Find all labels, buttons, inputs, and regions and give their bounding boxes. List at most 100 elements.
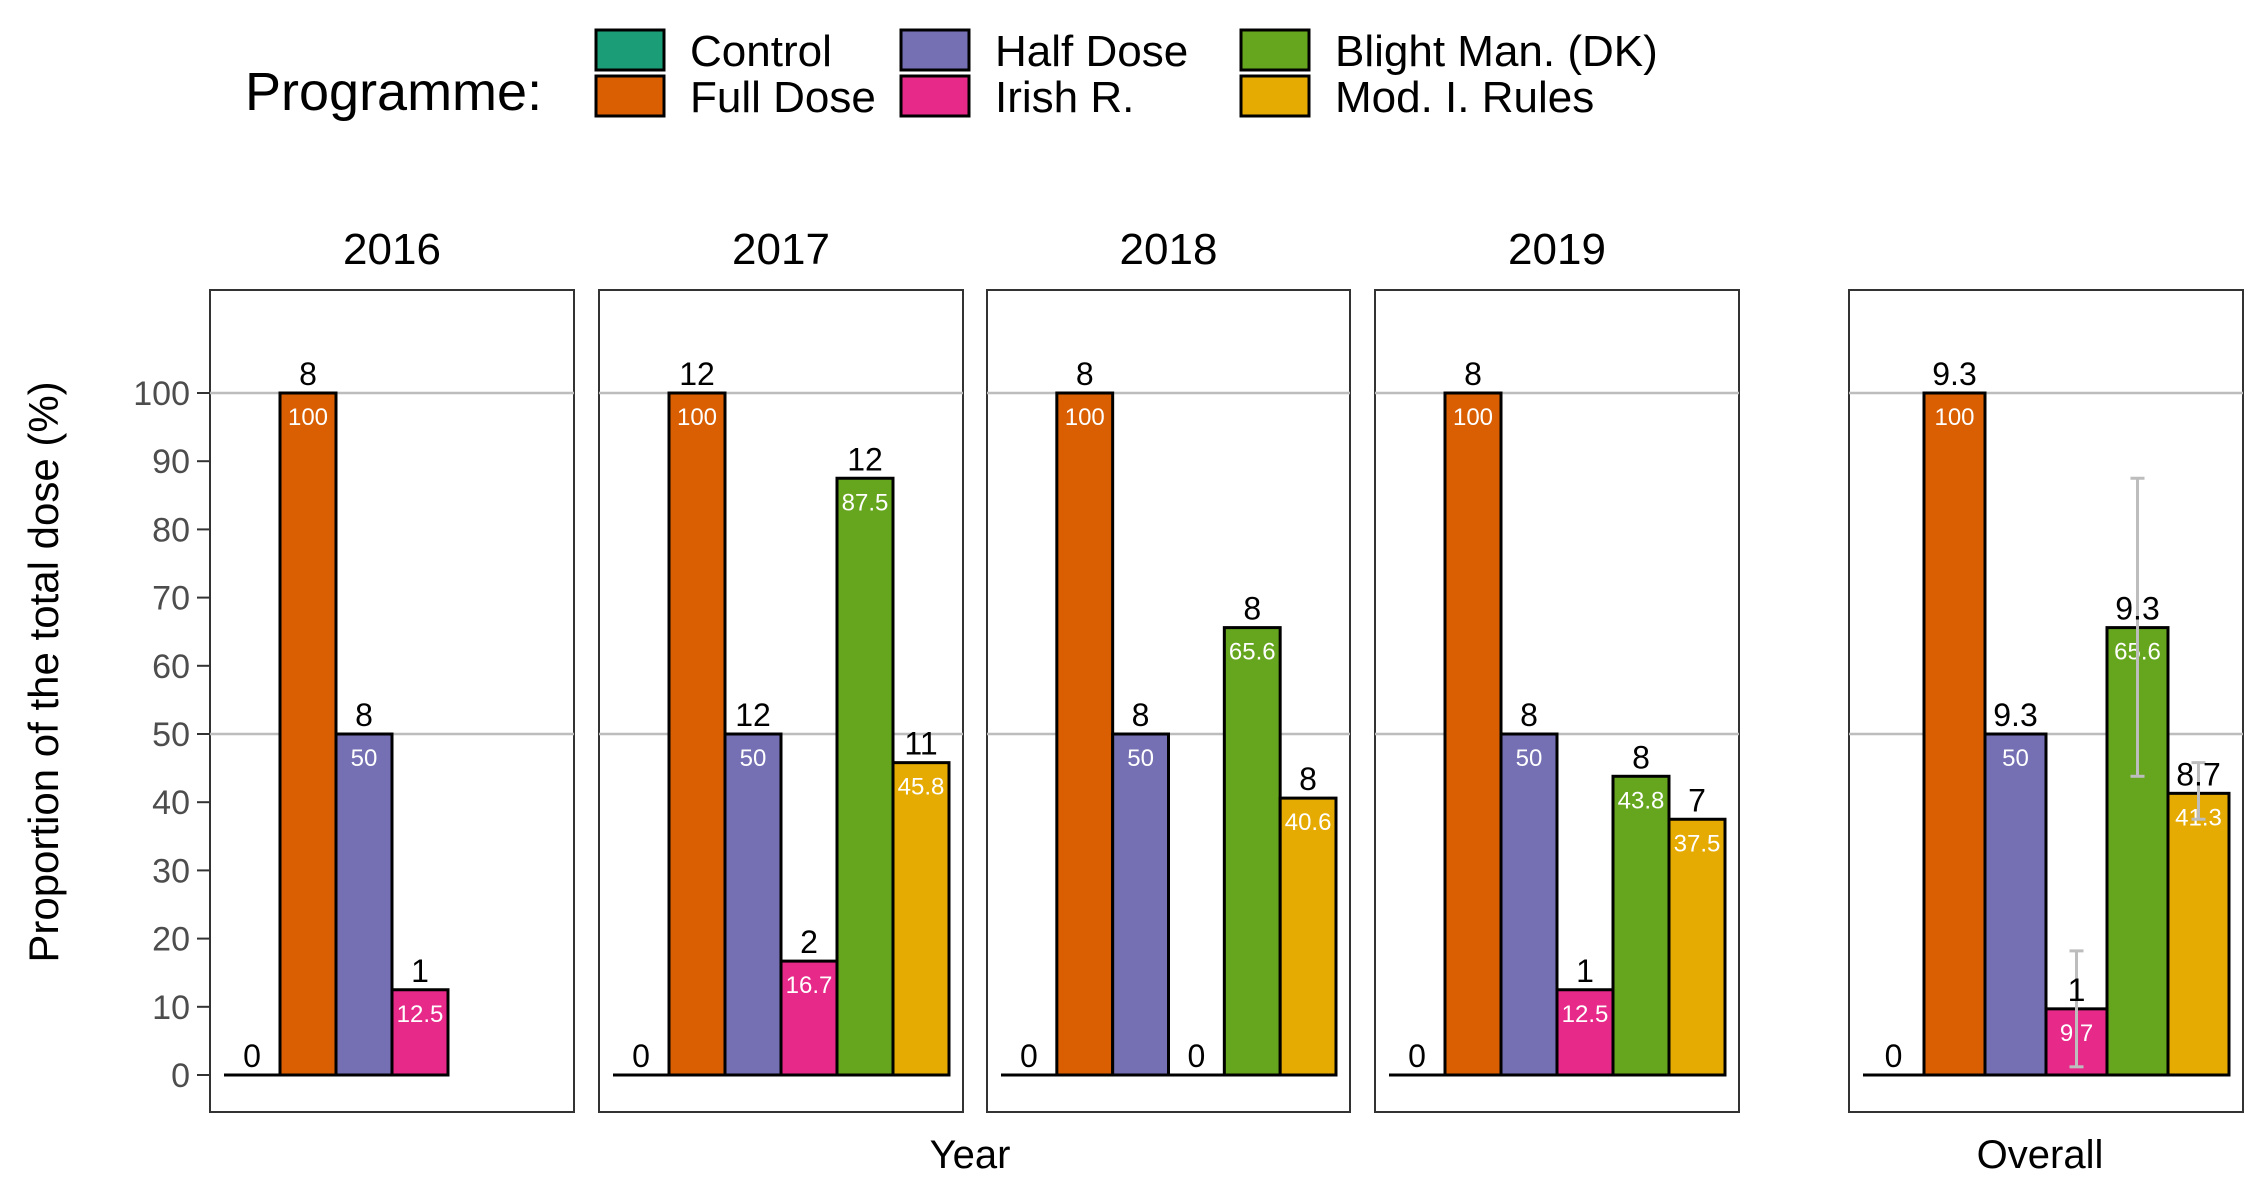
bar-value-label: 12.5	[397, 1001, 444, 1028]
x-axis-title-year: Year	[930, 1133, 1011, 1177]
bar-value-label: 87.5	[842, 489, 889, 516]
bar-half-dose	[1499, 732, 1559, 1077]
bar-value-label: 50	[2002, 745, 2029, 772]
bar-value-label: 100	[1453, 404, 1493, 431]
bar-value-label: 40.6	[1285, 809, 1332, 836]
panel-2019: 2019 0 100 8 50 8 12.5 1 43.8 8 37.5 7	[1374, 225, 1740, 1113]
bar-value-label: 16.7	[786, 972, 833, 999]
bar-count-label: 8.7	[2176, 756, 2220, 792]
bar-count-label: 8	[1520, 697, 1538, 733]
panel-title: 2018	[1120, 225, 1218, 274]
panel-2016: 2016 0 100 8 50 8 12.5 1	[209, 225, 575, 1113]
bar-half-dose	[723, 732, 783, 1077]
bar-full-dose	[1055, 391, 1115, 1077]
bar-full-dose	[667, 391, 727, 1077]
chart-panels: 20160100850812.512017010012501216.7287.5…	[209, 225, 2244, 1113]
bar-count-label: 8	[1243, 591, 1261, 627]
bar-value-label: 65.6	[1229, 639, 1276, 666]
bar-mod-i-rules	[1667, 817, 1727, 1077]
y-axis-title: Proportion of the total dose (%)	[20, 381, 67, 962]
bar-count-label: 9.3	[2115, 591, 2159, 627]
panel-title: 2019	[1508, 225, 1606, 274]
bar-value-label: 37.5	[1674, 830, 1721, 857]
bar-count-label: 0	[1020, 1038, 1038, 1074]
panel-title: 2017	[732, 225, 830, 274]
bar-count-label: 8	[1132, 697, 1150, 733]
bar-count-label: 11	[904, 726, 937, 762]
y-tick-label: 100	[133, 375, 190, 413]
bar-value-label: 43.8	[1618, 787, 1665, 814]
bar-count-label: 0	[632, 1038, 650, 1074]
legend-swatch-control	[594, 28, 666, 72]
legend-swatch-half-dose	[899, 28, 971, 72]
bar-count-label: 0	[1408, 1038, 1426, 1074]
bar-full-dose	[1922, 391, 1987, 1077]
bar-count-label: 8	[355, 697, 373, 733]
bar-count-label: 2	[800, 924, 818, 960]
y-tick-label: 50	[152, 716, 190, 754]
bar-full-dose	[1443, 391, 1503, 1077]
bar-value-label: 50	[351, 745, 378, 772]
legend-label-full-dose: Full Dose	[690, 73, 876, 122]
bar-count-label: 8	[1076, 356, 1094, 392]
bar-count-label: 1	[2068, 972, 2086, 1008]
bar-half-dose	[1983, 732, 2048, 1077]
bar-count-label: 7	[1688, 782, 1706, 818]
legend-label-control: Control	[690, 27, 832, 76]
bar-value-label: 45.8	[898, 774, 945, 801]
bar-count-label: 8	[1299, 761, 1317, 797]
bar-value-label: 50	[1516, 745, 1543, 772]
bar-count-label: 9.3	[1932, 356, 1976, 392]
legend-swatch-mod-i-rules	[1239, 74, 1311, 118]
legend-label-mod-i-rules: Mod. I. Rules	[1335, 73, 1594, 122]
x-axis-title-overall: Overall	[1977, 1133, 2104, 1177]
bar-full-dose	[278, 391, 338, 1077]
y-axis-ticks: 0 10 20 30 40 50 60 70 80 90 100	[133, 375, 210, 1095]
y-tick-label: 70	[152, 580, 190, 618]
y-tick-label: 0	[171, 1057, 190, 1095]
bar-value-label: 12.5	[1562, 1001, 1609, 1028]
bar-blight-man-dk	[1222, 626, 1282, 1077]
panel-2017: 2017 0 100 12 50 12 16.7 2 87.5 12 45.8 11	[598, 225, 964, 1113]
legend-title: Programme:	[245, 62, 542, 122]
legend-swatch-full-dose	[594, 74, 666, 118]
bar-value-label: 100	[288, 404, 328, 431]
bar-count-label: 12	[847, 441, 883, 477]
bar-half-dose	[1111, 732, 1170, 1077]
legend-label-half-dose: Half Dose	[995, 27, 1188, 76]
bar-blight-man-dk	[1611, 774, 1671, 1077]
bar-value-label: 50	[1127, 745, 1154, 772]
panel-title: 2016	[343, 225, 441, 274]
bar-mod-i-rules	[891, 761, 951, 1077]
bar-count-label: 12	[735, 697, 771, 733]
bar-count-label: 1	[411, 953, 429, 989]
bar-mod-i-rules	[1278, 796, 1338, 1077]
y-tick-label: 90	[152, 443, 190, 481]
bar-half-dose	[334, 732, 394, 1077]
bar-count-label: 0	[1885, 1038, 1903, 1074]
bar-count-label: 8	[1464, 356, 1482, 392]
legend-label-blight-man-dk: Blight Man. (DK)	[1335, 27, 1658, 76]
y-tick-label: 40	[152, 784, 190, 822]
bar-value-label: 100	[677, 404, 717, 431]
bar-mod-i-rules	[2166, 791, 2231, 1077]
bar-value-label: 100	[1934, 404, 1974, 431]
y-tick-label: 30	[152, 852, 190, 890]
bar-irish-r	[390, 988, 450, 1077]
bar-value-label: 100	[1065, 404, 1105, 431]
bar-value-label: 50	[740, 745, 767, 772]
bar-count-label: 9.3	[1993, 697, 2037, 733]
y-tick-label: 60	[152, 648, 190, 686]
bar-count-label: 12	[679, 356, 715, 392]
legend-swatch-irish-r	[899, 74, 971, 118]
y-tick-label: 20	[152, 921, 190, 959]
legend-label-irish-r: Irish R.	[995, 73, 1134, 122]
y-tick-label: 80	[152, 511, 190, 549]
bar-count-label: 8	[299, 356, 317, 392]
bar-count-label: 0	[243, 1038, 261, 1074]
bar-count-label: 0	[1188, 1038, 1206, 1074]
legend-swatch-blight-man-dk	[1239, 28, 1311, 72]
